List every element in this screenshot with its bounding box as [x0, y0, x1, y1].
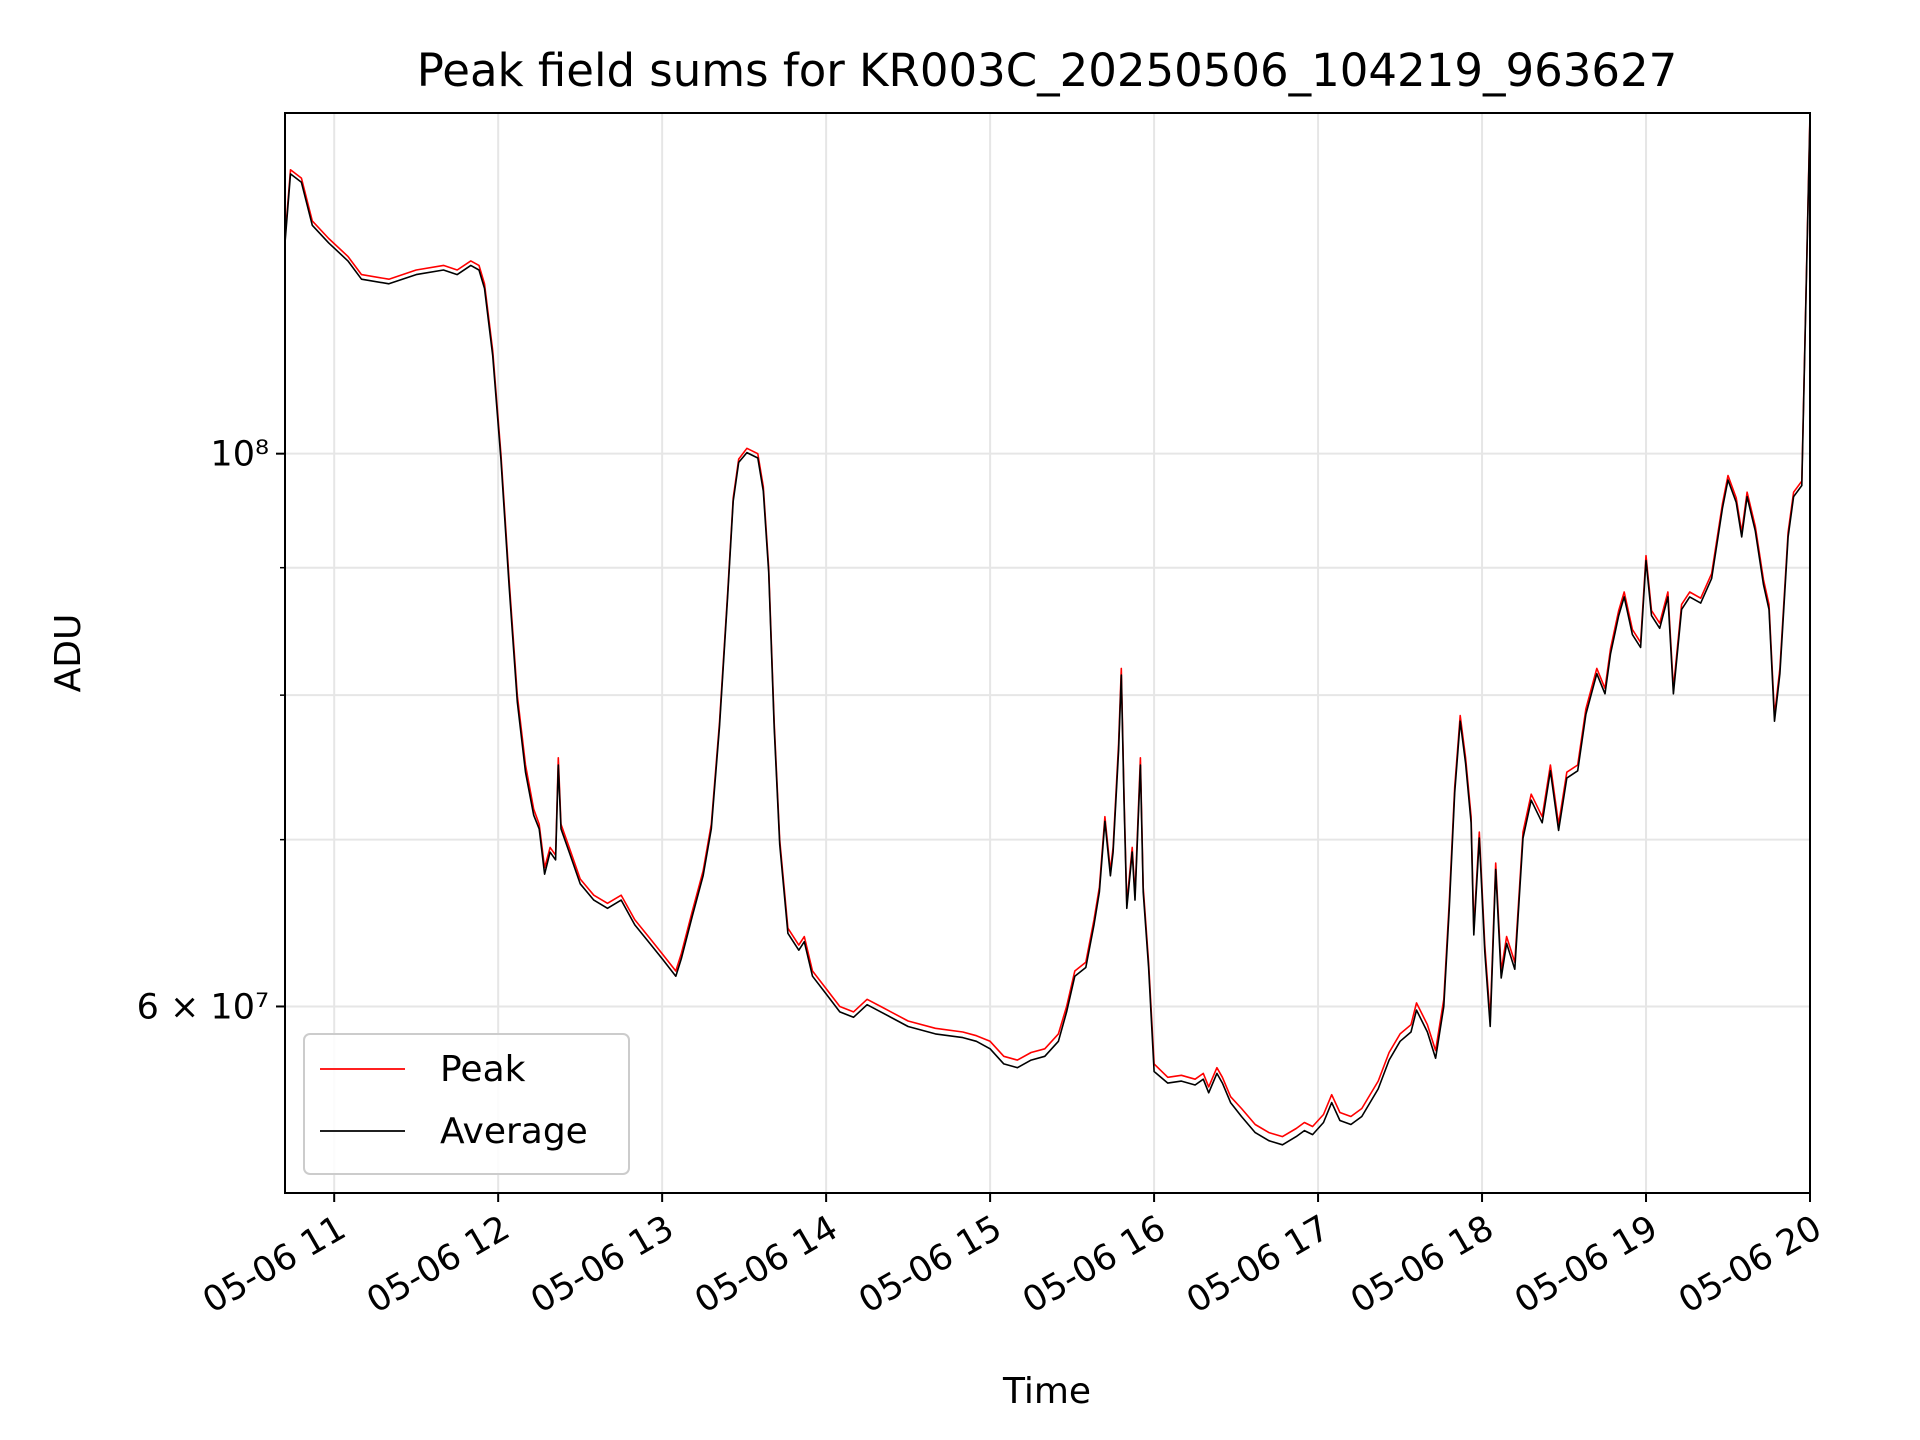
y-tick-label: 6 × 10⁷: [137, 987, 269, 1027]
legend: Peak Average: [303, 1033, 630, 1175]
x-axis-label: Time: [1002, 1371, 1091, 1412]
y-tick-label: 10⁸: [210, 435, 269, 475]
y-axis-label: ADU: [48, 614, 89, 693]
legend-peak-label: Peak: [440, 1049, 526, 1090]
series-line-average: [284, 116, 1811, 1146]
plot-frame: [284, 112, 1811, 1194]
chart-title: Peak field sums for KR003C_20250506_1042…: [417, 44, 1677, 97]
legend-average-label: Average: [440, 1111, 588, 1152]
series-layer: [284, 112, 1811, 1146]
